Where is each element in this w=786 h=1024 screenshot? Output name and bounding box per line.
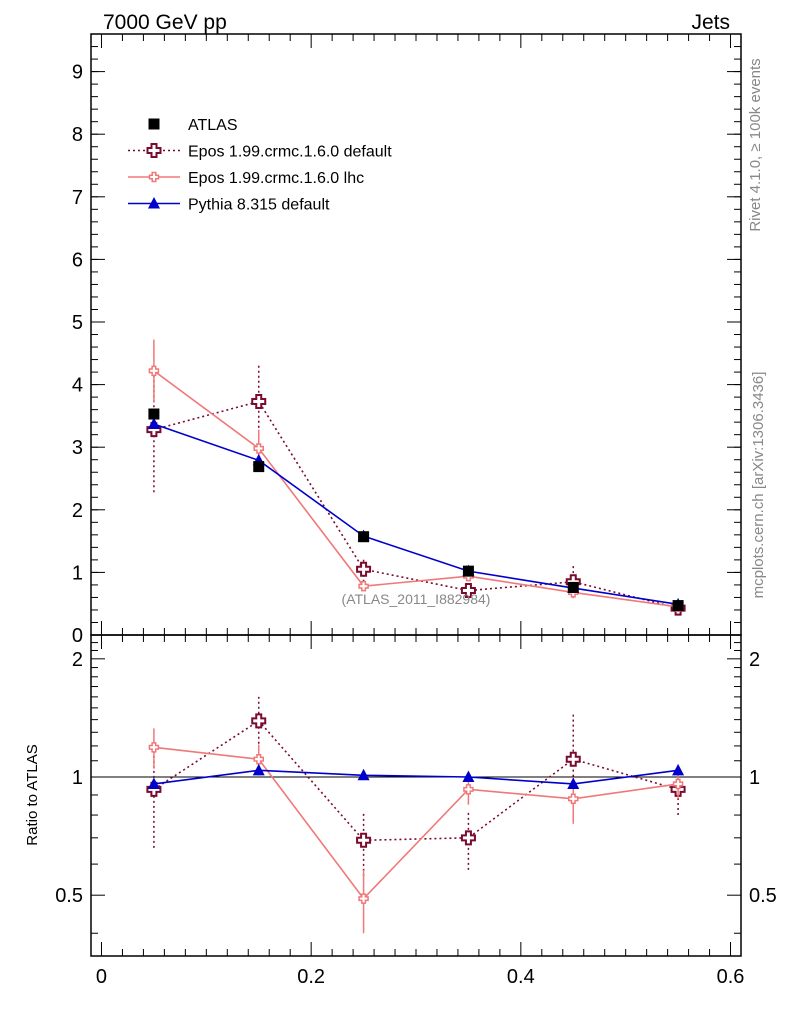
data-point-epos_lhc [672,778,684,790]
data-point-epos_lhc [148,742,160,753]
data-point-pythia [147,417,160,430]
data-point-atlas [358,531,370,543]
data-point-pythia [672,763,685,776]
y-tick-label: 7 [72,187,83,209]
legend-label-atlas: ATLAS [188,117,238,134]
series-line-epos_default [153,719,679,842]
data-point-epos_default [356,832,372,848]
series-line-epos_lhc [153,746,679,900]
data-point-epos_lhc [253,753,264,765]
y-tick-label-right: 2 [749,649,760,671]
x-tick-label: 0.6 [717,966,745,988]
legend-marker-epos_lhc [148,171,160,183]
data-point-atlas [672,600,684,612]
data-point-epos_lhc [358,580,369,592]
y-tick-label: 8 [72,124,83,146]
data-point-pythia [252,763,265,776]
legend-label-epos_lhc: Epos 1.99.crmc.1.6.0 lhc [188,170,364,187]
y-tick-label: 9 [72,62,83,84]
y-tick-label: 1 [72,562,83,584]
panel-frame [90,634,742,957]
data-point-pythia [357,768,370,781]
y-tick-label: 0 [72,625,83,647]
series-line-pythia [153,423,679,606]
x-tick-label: 0 [96,966,107,988]
series-line-epos_default [153,400,679,609]
legend-marker-pythia [148,197,160,209]
legend-label-epos_default: Epos 1.99.crmc.1.6.0 default [188,144,392,161]
y-tick-label: 6 [72,249,83,271]
data-point-epos_lhc [253,443,264,454]
legend: ATLAS Epos 1.99.crmc.1.6.0 default Epos 1.… [128,117,392,214]
legend-label-pythia: Pythia 8.315 default [188,197,330,214]
data-point-epos_lhc [463,784,474,795]
ratio-panel: 0.5 0.5 1 1 2 2 0 0.2 0.4 0.6 [55,634,777,988]
data-point-epos_default [251,394,267,410]
y-tick-label: 2 [72,500,83,522]
series-line-epos_lhc [153,370,679,608]
data-point-atlas [148,408,160,420]
data-point-epos_lhc [358,893,369,904]
header-energy-label: 7000 GeV pp [103,11,227,34]
data-point-epos_lhc [568,793,579,805]
data-point-epos_default [356,561,372,577]
data-point-epos_default [251,713,267,729]
y-tick-label: 2 [72,649,83,671]
series-group [146,339,686,616]
y-tick-label: 3 [72,437,83,459]
y-tick-label: 0.5 [55,885,83,907]
data-point-pythia [147,777,160,789]
data-point-epos_default [460,830,476,846]
analysis-watermark: (ATLAS_2011_I882984) [342,591,491,607]
main-panel: 0 1 2 3 4 5 6 7 8 9 [72,33,742,647]
data-point-atlas [567,581,579,593]
y-tick-label: 1 [72,767,83,789]
data-point-pythia [462,770,475,783]
series-line-pythia [153,769,679,785]
data-point-atlas [253,461,265,473]
y-tick-label: 5 [72,312,83,334]
y-tick-label-right: 1 [749,767,760,789]
data-point-epos_default [460,583,476,599]
x-tick-label: 0.2 [297,966,325,988]
y-tick-label: 4 [72,375,83,397]
data-point-atlas [462,565,474,577]
legend-marker-epos_default [146,143,162,158]
x-tick-label: 0.4 [507,966,535,988]
header-process-label: Jets [691,11,730,34]
side-mcplots-label: mcplots.cern.ch [arXiv:1306.3436] [750,372,767,599]
y-tick-label-right: 0.5 [749,885,777,907]
data-point-epos_default [565,751,581,767]
ratio-y-axis-label: Ratio to ATLAS [24,744,41,845]
data-point-epos_lhc [148,365,160,377]
series-group [146,696,686,934]
legend-marker-atlas [148,118,160,130]
side-rivet-label: Rivet 4.1.0, ≥ 100k events [747,58,764,231]
data-point-pythia [567,777,580,789]
